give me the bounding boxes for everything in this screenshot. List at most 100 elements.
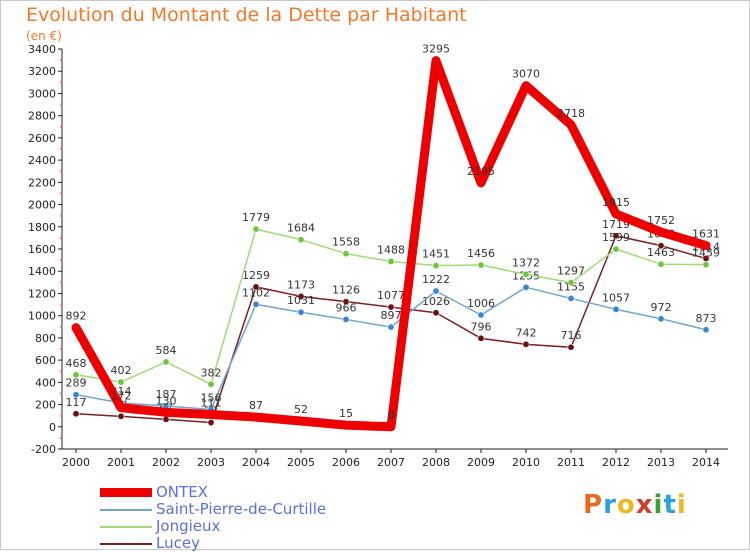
data-point-saint-pierre-de-curtille [72,391,80,399]
data-label-saint-pierre-de-curtille: 1006 [467,297,495,310]
data-label-lucey: 1026 [422,295,450,308]
series-line-ontex [71,56,711,432]
x-tick-label: 2004 [242,456,270,469]
y-minor-tick [60,170,63,173]
y-tick-label: 2000 [28,199,56,212]
data-point-lucey [477,334,485,342]
data-label-jongieux: 1558 [332,236,360,249]
y-minor-tick [60,370,63,373]
data-label-lucey: 117 [66,396,87,409]
data-point-saint-pierre-de-curtille [567,294,575,302]
data-label-jongieux: 1451 [422,248,450,261]
data-label-saint-pierre-de-curtille: 1102 [242,286,270,299]
y-tick-label: 3000 [28,87,56,100]
data-label-ontex: 1631 [692,228,720,241]
logo-letter: i [676,490,687,520]
data-label-jongieux: 1488 [377,243,405,256]
data-label-ontex: 2195 [467,165,495,178]
y-minor-tick [60,303,63,306]
data-label-ontex: 0 [388,409,395,422]
y-minor-tick [60,103,63,106]
x-tick-label: 2003 [197,456,225,469]
y-minor-tick [60,436,63,439]
data-label-lucey: 1173 [287,278,315,291]
data-label-ontex: 87 [249,399,263,412]
data-point-lucey [342,298,350,306]
y-minor-tick [60,236,63,239]
y-tick-label: -200 [31,443,56,456]
y-minor-tick [60,125,63,128]
x-tick-label: 2013 [647,456,675,469]
logo-letter: r [603,490,617,520]
data-label-ontex: 3070 [512,68,540,81]
x-tick-label: 2002 [152,456,180,469]
data-point-saint-pierre-de-curtille [252,300,260,308]
x-tick-label: 2012 [602,456,630,469]
proxiti-logo[interactable]: Proxiti [583,490,687,520]
data-point-saint-pierre-de-curtille [702,326,710,334]
data-point-jongieux [702,261,710,269]
y-minor-tick [60,214,63,217]
y-minor-tick [60,281,63,284]
data-label-saint-pierre-de-curtille: 289 [66,377,87,390]
data-label-lucey: 1259 [242,269,270,282]
data-point-saint-pierre-de-curtille [477,311,485,319]
y-minor-tick [60,148,63,150]
data-point-saint-pierre-de-curtille [657,315,665,323]
data-point-saint-pierre-de-curtille [432,287,440,295]
x-tick-label: 2005 [287,456,315,469]
y-minor-tick [60,325,63,328]
data-point-saint-pierre-de-curtille [387,323,395,331]
logo-letter: P [583,490,604,520]
data-label-saint-pierre-de-curtille: 1155 [557,280,585,293]
y-tick-label: 2800 [28,110,56,123]
chart-subtitle: (en €) [26,29,62,43]
data-label-saint-pierre-de-curtille: 156 [201,391,222,404]
legend-swatch-ontex [100,488,152,497]
data-label-jongieux: 382 [201,366,222,379]
data-label-saint-pierre-de-curtille: 187 [156,388,177,401]
y-minor-tick [60,192,63,195]
legend-label-jongieux: Jongieux [156,517,221,535]
y-minor-tick [60,348,63,350]
data-label-lucey: 742 [516,326,537,339]
data-label-ontex: 3295 [422,43,450,56]
data-point-lucey [567,343,575,351]
data-label-jongieux: 1684 [287,222,315,235]
y-minor-tick [60,392,63,395]
data-label-jongieux: 1372 [512,256,540,269]
data-point-saint-pierre-de-curtille [522,283,530,291]
legend-label-lucey: Lucey [156,534,200,552]
data-label-jongieux: 1599 [602,231,630,244]
data-point-jongieux [117,378,125,386]
x-tick-label: 2011 [557,456,585,469]
data-label-saint-pierre-de-curtille: 897 [381,309,402,322]
data-label-ontex: 892 [66,310,87,323]
data-point-jongieux [297,236,305,244]
data-label-ontex: 111 [201,396,222,409]
data-point-lucey [387,303,395,311]
legend-swatch-lucey [100,543,152,545]
data-point-jongieux [387,257,395,265]
y-minor-tick [60,414,63,417]
data-label-saint-pierre-de-curtille: 1031 [287,294,315,307]
data-label-saint-pierre-de-curtille: 972 [651,301,672,314]
logo-letter: x [635,490,654,520]
y-tick-label: 400 [35,376,56,389]
legend-label-ontex: ONTEX [156,483,208,501]
legend-swatch-jongieux [100,526,152,528]
data-point-jongieux [342,250,350,258]
data-point-saint-pierre-de-curtille [342,315,350,323]
data-label-ontex: 172 [111,390,132,403]
data-label-jongieux: 402 [111,364,132,377]
data-label-lucey: 1126 [332,284,360,297]
y-tick-label: 2600 [28,132,56,145]
x-tick-label: 2009 [467,456,495,469]
data-label-jongieux: 1463 [647,246,675,259]
x-tick-label: 2008 [422,456,450,469]
y-tick-label: 1000 [28,310,56,323]
data-point-lucey [72,410,80,418]
y-tick-label: 3400 [28,43,56,56]
data-point-lucey [657,242,665,250]
data-label-saint-pierre-de-curtille: 1222 [422,273,450,286]
